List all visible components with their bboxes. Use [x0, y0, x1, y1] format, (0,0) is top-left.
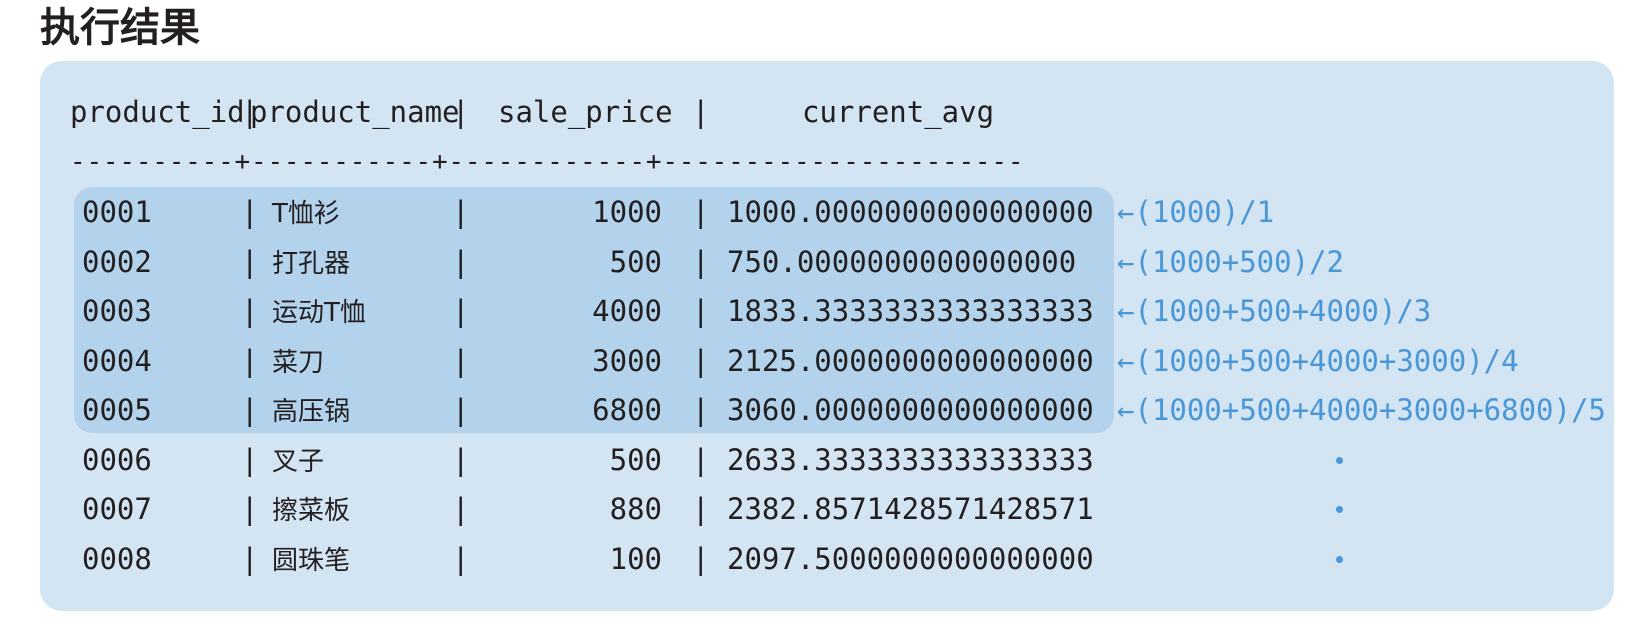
header-current-avg: current_avg	[802, 95, 995, 129]
cell-product-name: 打孔器	[272, 248, 351, 279]
column-pipe: |	[452, 195, 470, 229]
cell-product-name: 擦菜板	[272, 496, 351, 526]
annotation-formula: ←(1000+500)/2	[1117, 244, 1344, 279]
cell-product-name: 菜刀	[272, 347, 325, 378]
column-pipe: |	[452, 393, 470, 427]
cell-sale-price: 3000	[592, 343, 662, 378]
cell-current-avg: 3060.0000000000000000	[727, 393, 1094, 427]
cell-product-id: 0007	[82, 492, 152, 526]
header-pipe: |	[241, 95, 259, 129]
cell-sale-price: 6800	[592, 393, 662, 427]
cell-product-name: 高压锅	[272, 397, 351, 427]
column-pipe: |	[452, 294, 470, 328]
column-pipe: |	[692, 541, 710, 576]
cell-sale-price: 500	[609, 442, 662, 477]
column-pipe: |	[692, 492, 710, 526]
continuation-dot	[1336, 555, 1343, 563]
cell-current-avg: 1833.3333333333333333	[727, 294, 1094, 328]
annotation-formula: ←(1000+500+4000)/3	[1117, 294, 1432, 328]
annotation-formula: ←(1000)/1	[1117, 195, 1275, 229]
cell-product-id: 0005	[82, 393, 152, 427]
cell-sale-price: 1000	[592, 195, 662, 229]
cell-product-name: T恤衫	[272, 199, 340, 229]
header-separator: ----------+-----------+------------+----…	[70, 147, 1025, 177]
cell-product-id: 0002	[82, 244, 152, 279]
cell-product-id: 0003	[82, 294, 152, 328]
column-pipe: |	[692, 393, 710, 427]
cell-sale-price: 500	[609, 244, 662, 279]
continuation-dot	[1336, 506, 1343, 513]
cell-sale-price: 880	[609, 492, 662, 526]
column-pipe: |	[241, 442, 259, 477]
cell-product-name: 运动T恤	[272, 298, 366, 328]
column-pipe: |	[452, 492, 470, 526]
column-pipe: |	[692, 294, 710, 328]
header-pipe: |	[452, 95, 470, 129]
header-product-name: product_name	[250, 95, 460, 129]
highlight-region	[74, 187, 1114, 433]
annotation-formula: ←(1000+500+4000+3000+6800)/5	[1117, 393, 1606, 427]
cell-product-id: 0008	[82, 541, 152, 576]
cell-product-name: 叉子	[272, 446, 325, 477]
page-title: 执行结果	[40, 5, 200, 51]
column-pipe: |	[241, 294, 259, 328]
cell-current-avg: 2097.5000000000000000	[727, 541, 1094, 576]
cell-product-id: 0006	[82, 442, 152, 477]
column-pipe: |	[692, 195, 710, 229]
cell-current-avg: 750.0000000000000000	[727, 244, 1077, 279]
column-pipe: |	[452, 244, 470, 279]
column-pipe: |	[692, 442, 710, 477]
column-pipe: |	[692, 343, 710, 378]
annotation-formula: ←(1000+500+4000+3000)/4	[1117, 343, 1519, 378]
cell-product-id: 0001	[82, 195, 152, 229]
column-pipe: |	[692, 244, 710, 279]
column-pipe: |	[452, 343, 470, 378]
column-pipe: |	[452, 442, 470, 477]
column-pipe: |	[241, 393, 259, 427]
header-product-id: product_id	[70, 95, 245, 129]
continuation-dot	[1336, 456, 1343, 464]
column-pipe: |	[452, 541, 470, 576]
cell-sale-price: 100	[609, 541, 662, 576]
cell-current-avg: 1000.0000000000000000	[727, 195, 1094, 229]
cell-current-avg: 2125.0000000000000000	[727, 343, 1094, 378]
cell-product-name: 圆珠笔	[272, 545, 351, 576]
header-sale-price: sale_price	[498, 95, 673, 129]
column-pipe: |	[241, 244, 259, 279]
cell-current-avg: 2633.3333333333333333	[727, 442, 1094, 477]
cell-product-id: 0004	[82, 343, 152, 378]
cell-current-avg: 2382.8571428571428571	[727, 492, 1094, 526]
column-pipe: |	[241, 541, 259, 576]
cell-sale-price: 4000	[592, 294, 662, 328]
column-pipe: |	[241, 492, 259, 526]
column-pipe: |	[241, 195, 259, 229]
header-pipe: |	[692, 95, 710, 129]
column-pipe: |	[241, 343, 259, 378]
